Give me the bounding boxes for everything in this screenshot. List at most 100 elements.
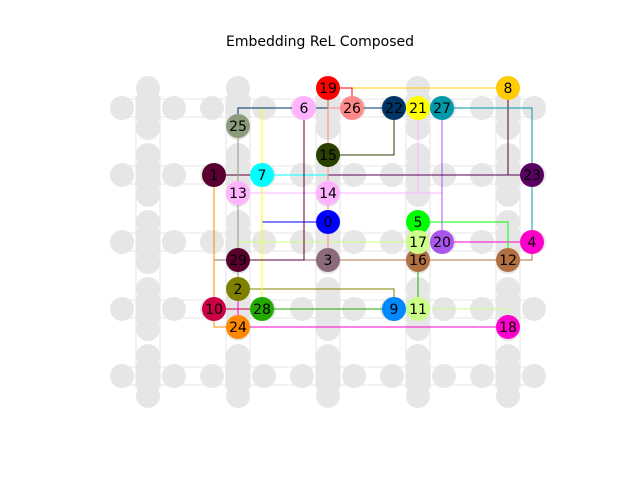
node-label-4: 4 [528,235,537,251]
node-16 [406,248,430,272]
edge-line [238,108,305,261]
node-29 [226,248,250,272]
node-label-27: 27 [433,101,451,117]
node-2 [226,277,250,301]
node-label-1: 1 [210,168,219,184]
grid-node [200,96,224,120]
node-label-25: 25 [229,119,247,135]
grid-node [432,364,456,388]
node-label-6: 6 [300,101,309,117]
node-label-14: 14 [319,186,337,202]
node-24 [226,315,250,339]
node-label-12: 12 [499,253,517,269]
node-label-15: 15 [319,148,337,164]
grid-node [522,297,546,321]
grid-node [342,364,366,388]
node-5 [406,210,430,234]
node-0 [316,210,340,234]
chart-title: Embedding ReL Composed [225,34,415,50]
grid-node [110,297,134,321]
node-label-21: 21 [409,101,427,117]
node-26 [340,96,364,120]
edge-line [442,107,533,242]
edge-line [328,108,419,194]
node-label-23: 23 [523,168,541,184]
node-label-26: 26 [343,101,361,117]
node-label-3: 3 [324,253,333,269]
grid-node [200,230,224,254]
node-label-24: 24 [229,320,247,336]
node-label-16: 16 [409,253,427,269]
node-1 [202,163,226,187]
node-28 [250,297,274,321]
node-13 [226,181,250,205]
node-label-10: 10 [205,302,223,318]
node-10 [202,297,226,321]
node-label-11: 11 [409,302,427,318]
grid-node [496,171,520,195]
node-25 [226,114,250,138]
grid-node [136,171,160,195]
edge-line [237,126,508,328]
grid-node [496,372,520,396]
grid-node [110,96,134,120]
node-15 [316,143,340,167]
node-label-18: 18 [499,320,517,336]
grid-node [110,364,134,388]
grid-node [226,372,250,396]
node-label-22: 22 [385,101,403,117]
node-4 [520,230,544,254]
node-label-13: 13 [229,186,247,202]
grid-node [200,364,224,388]
grid-node [470,364,494,388]
grid-node [162,230,186,254]
node-label-20: 20 [433,235,451,251]
node-19 [316,76,340,100]
node-11 [406,297,430,321]
edge-line [328,108,395,156]
grid-node [136,238,160,262]
node-label-2: 2 [234,282,243,298]
node-20 [430,230,454,254]
grid-node [136,372,160,396]
node-22 [382,96,406,120]
grid-node [522,364,546,388]
grid-node [522,96,546,120]
grid-node [162,163,186,187]
grid-node [406,372,430,396]
node-label-9: 9 [390,302,399,318]
grid-node [162,96,186,120]
node-label-29: 29 [229,253,247,269]
node-18 [496,315,520,339]
node-8 [496,76,520,100]
node-6 [292,96,316,120]
grid-node [136,104,160,128]
node-17 [406,230,430,254]
node-label-28: 28 [253,302,271,318]
grid-node [290,364,314,388]
node-label-8: 8 [504,81,513,97]
node-label-0: 0 [324,215,333,231]
grid-node [162,364,186,388]
grid-layer [110,76,546,408]
edge-layer [213,87,533,328]
node-9 [382,297,406,321]
node-27 [430,96,454,120]
node-label-17: 17 [409,235,427,251]
grid-node [316,305,340,329]
grid-node [110,163,134,187]
node-label-5: 5 [414,215,423,231]
grid-node [136,305,160,329]
node-12 [496,248,520,272]
grid-node [380,364,404,388]
edge-line [418,221,509,260]
node-14 [316,181,340,205]
node-label-7: 7 [258,168,267,184]
node-21 [406,96,430,120]
grid-node [316,372,340,396]
grid-node [252,364,276,388]
grid-node [110,230,134,254]
node-23 [520,163,544,187]
